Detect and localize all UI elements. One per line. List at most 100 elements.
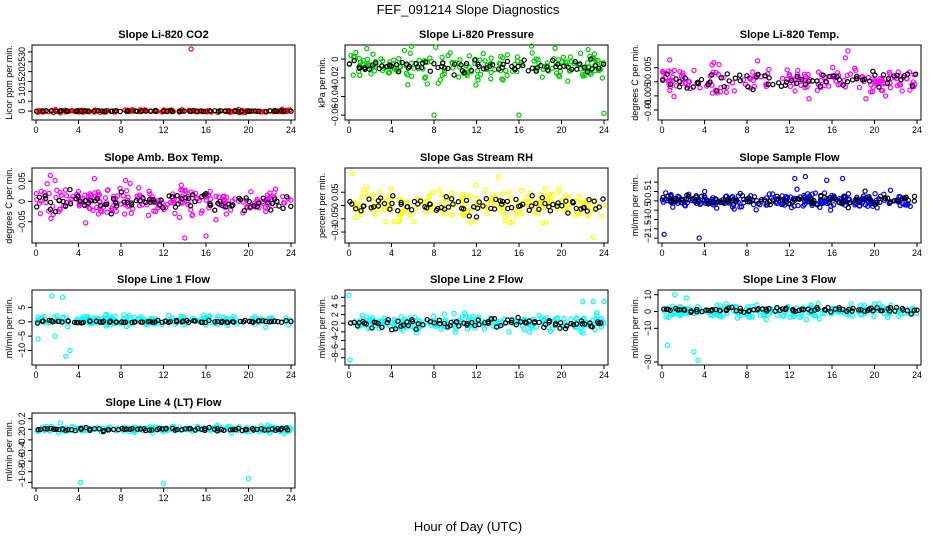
overlay-series	[661, 304, 920, 317]
overlay-point	[774, 193, 780, 199]
overlay-point	[185, 195, 192, 202]
overlay-point	[64, 108, 71, 115]
data-point	[695, 303, 701, 310]
overlay-point	[725, 198, 731, 204]
overlay-point	[405, 322, 411, 329]
overlay-point	[828, 309, 834, 315]
overlay-series	[660, 188, 918, 211]
overlay-point	[110, 426, 117, 433]
data-point	[529, 325, 535, 331]
x-tick-label: 20	[556, 370, 566, 380]
data-point	[244, 203, 250, 210]
overlay-point	[732, 75, 739, 81]
overlay-point	[695, 199, 702, 205]
data-point	[519, 210, 526, 217]
data-point	[761, 311, 767, 318]
overlay-point	[163, 425, 169, 431]
overlay-point	[592, 62, 598, 69]
y-tick-label: −0.6	[17, 452, 27, 470]
overlay-point	[207, 108, 213, 114]
overlay-point	[589, 324, 595, 330]
x-tick-label: 12	[784, 125, 794, 135]
data-point	[482, 58, 488, 64]
overlay-point	[140, 195, 146, 201]
overlay-point	[534, 65, 541, 71]
data-point	[579, 71, 586, 78]
overlay-point	[268, 207, 274, 213]
x-tick-label: 0	[346, 125, 351, 135]
data-point	[806, 95, 812, 102]
overlay-point	[515, 314, 521, 321]
x-tick-label: 0	[33, 248, 38, 258]
overlay-point	[782, 82, 789, 88]
overlay-point	[77, 198, 84, 204]
overlay-point	[721, 200, 728, 206]
data-point	[178, 187, 184, 193]
overlay-point	[853, 76, 860, 82]
overlay-point	[381, 200, 388, 207]
panel-title: Slope Li-820 Temp.	[740, 29, 839, 41]
overlay-point	[283, 317, 289, 324]
data-point	[766, 66, 772, 73]
data-point	[540, 220, 546, 226]
data-point	[682, 203, 689, 209]
y-tick-label: 0.2	[17, 412, 27, 425]
overlay-point	[113, 319, 120, 325]
overlay-point	[709, 72, 715, 78]
y-tick-label: −0.1	[330, 223, 340, 241]
data-point	[213, 216, 219, 223]
y-tick-label: 10	[17, 86, 27, 96]
data-point	[799, 312, 805, 319]
overlay-point	[553, 320, 559, 327]
overlay-point	[442, 65, 448, 71]
data-point	[213, 193, 219, 199]
overlay-point	[388, 63, 395, 70]
y-axis-label: ml/min per min.	[4, 420, 14, 482]
data-point	[497, 206, 503, 213]
data-point	[720, 74, 726, 81]
y-axis-label: percent per min.	[317, 173, 327, 238]
y-tick-label: −0.005	[643, 82, 653, 110]
overlay-point	[187, 108, 193, 114]
overlay-point	[157, 201, 163, 208]
overlay-point	[570, 322, 577, 328]
data-point	[724, 84, 730, 90]
data-point	[795, 67, 801, 74]
data-point	[481, 326, 488, 332]
overlay-point	[870, 68, 876, 75]
data-point	[215, 313, 221, 319]
overlay-point	[867, 78, 873, 84]
outlier-point	[52, 333, 58, 339]
data-point	[550, 191, 556, 198]
data-point	[473, 195, 479, 201]
overlay-point	[67, 201, 74, 207]
overlay-series	[347, 314, 604, 333]
x-tick-label: 16	[201, 248, 211, 258]
data-point	[378, 56, 384, 62]
overlay-point	[392, 326, 399, 332]
data-point	[396, 55, 402, 62]
overlay-point	[515, 63, 521, 70]
overlay-point	[596, 65, 602, 71]
data-point	[578, 200, 584, 206]
outlier-point	[792, 175, 798, 182]
overlay-point	[508, 319, 514, 326]
data-point	[403, 70, 410, 76]
overlay-point	[417, 198, 424, 204]
overlay-point	[52, 208, 59, 215]
panel-6: Slope Sample Flow 0 4 8 12 16 20 24 −2−1.5−1−0.5…	[630, 152, 922, 258]
overlay-point	[179, 427, 185, 433]
overlay-point	[574, 66, 580, 72]
outlier-point	[160, 480, 167, 487]
overlay-point	[33, 108, 40, 114]
main-series	[35, 46, 293, 116]
overlay-point	[737, 77, 744, 84]
overlay-point	[806, 195, 812, 201]
data-point	[459, 194, 465, 200]
overlay-point	[42, 193, 48, 199]
main-series	[659, 173, 914, 241]
overlay-point	[880, 72, 887, 78]
data-point	[815, 69, 822, 75]
outlier-point	[346, 292, 352, 298]
overlay-point	[50, 426, 57, 432]
